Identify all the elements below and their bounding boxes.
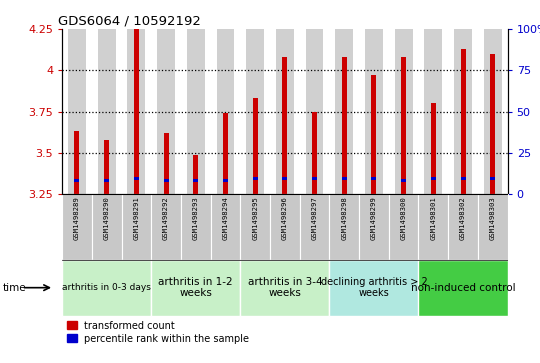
Text: non-induced control: non-induced control	[411, 283, 515, 293]
Bar	[312, 111, 317, 194]
Text: GSM1498295: GSM1498295	[252, 196, 258, 240]
Bar	[401, 57, 406, 194]
Bar	[240, 194, 270, 260]
Bar	[68, 29, 86, 194]
Text: GSM1498297: GSM1498297	[312, 196, 318, 240]
Text: GSM1498289: GSM1498289	[74, 196, 80, 240]
Bar	[75, 131, 79, 194]
Bar	[478, 194, 508, 260]
Text: GSM1498302: GSM1498302	[460, 196, 466, 240]
Legend: transformed count, percentile rank within the sample: transformed count, percentile rank withi…	[67, 321, 249, 344]
Text: GSM1498292: GSM1498292	[163, 196, 169, 240]
Bar	[342, 177, 347, 180]
Bar	[431, 177, 436, 180]
Text: arthritis in 1-2
weeks: arthritis in 1-2 weeks	[158, 277, 233, 298]
Bar	[389, 194, 419, 260]
Bar	[223, 179, 228, 182]
Bar	[335, 29, 353, 194]
Text: arthritis in 3-4
weeks: arthritis in 3-4 weeks	[247, 277, 322, 298]
Text: GSM1498301: GSM1498301	[430, 196, 436, 240]
Bar	[134, 29, 139, 194]
Bar	[329, 260, 418, 316]
Text: declining arthritis > 2
weeks: declining arthritis > 2 weeks	[321, 277, 427, 298]
Text: GSM1498294: GSM1498294	[222, 196, 228, 240]
Bar	[193, 155, 198, 194]
Bar	[270, 194, 300, 260]
Text: GSM1498303: GSM1498303	[490, 196, 496, 240]
Bar	[490, 54, 495, 194]
Text: GSM1498299: GSM1498299	[371, 196, 377, 240]
Bar	[424, 29, 442, 194]
Bar	[253, 98, 258, 194]
Bar	[151, 260, 240, 316]
Bar	[181, 194, 211, 260]
Bar	[151, 194, 181, 260]
Bar	[253, 177, 258, 180]
Text: GSM1498296: GSM1498296	[282, 196, 288, 240]
Bar	[187, 29, 205, 194]
Bar	[75, 179, 79, 182]
Bar	[461, 177, 465, 180]
Bar	[490, 177, 495, 180]
Bar	[461, 49, 465, 194]
Bar	[127, 29, 145, 194]
Bar	[62, 260, 151, 316]
Bar	[193, 179, 198, 182]
Bar	[276, 29, 294, 194]
Bar	[223, 113, 228, 194]
Bar	[211, 194, 240, 260]
Bar	[282, 57, 287, 194]
Bar	[164, 133, 168, 194]
Bar	[395, 29, 413, 194]
Bar	[372, 177, 376, 180]
Bar	[359, 194, 389, 260]
Text: GSM1498291: GSM1498291	[133, 196, 139, 240]
Text: GSM1498293: GSM1498293	[193, 196, 199, 240]
Bar	[300, 194, 329, 260]
Bar	[431, 103, 436, 194]
Bar	[342, 57, 347, 194]
Bar	[164, 179, 168, 182]
Bar	[312, 177, 317, 180]
Bar	[104, 140, 109, 194]
Text: arthritis in 0-3 days: arthritis in 0-3 days	[62, 283, 151, 292]
Text: GDS6064 / 10592192: GDS6064 / 10592192	[58, 15, 200, 28]
Bar	[365, 29, 383, 194]
Bar	[104, 179, 109, 182]
Bar	[134, 177, 139, 180]
Bar	[484, 29, 502, 194]
Bar	[122, 194, 151, 260]
Bar	[401, 179, 406, 182]
Bar	[282, 177, 287, 180]
Bar	[454, 29, 472, 194]
Bar	[448, 194, 478, 260]
Text: GSM1498298: GSM1498298	[341, 196, 347, 240]
Bar	[240, 260, 329, 316]
Bar	[306, 29, 323, 194]
Text: GSM1498300: GSM1498300	[401, 196, 407, 240]
Text: GSM1498290: GSM1498290	[104, 196, 110, 240]
Bar	[98, 29, 116, 194]
Bar	[418, 194, 448, 260]
Bar	[62, 194, 92, 260]
Bar	[157, 29, 175, 194]
Bar	[92, 194, 122, 260]
Text: time: time	[3, 283, 26, 293]
Bar	[372, 75, 376, 194]
Bar	[217, 29, 234, 194]
Bar	[418, 260, 508, 316]
Bar	[246, 29, 264, 194]
Bar	[329, 194, 359, 260]
